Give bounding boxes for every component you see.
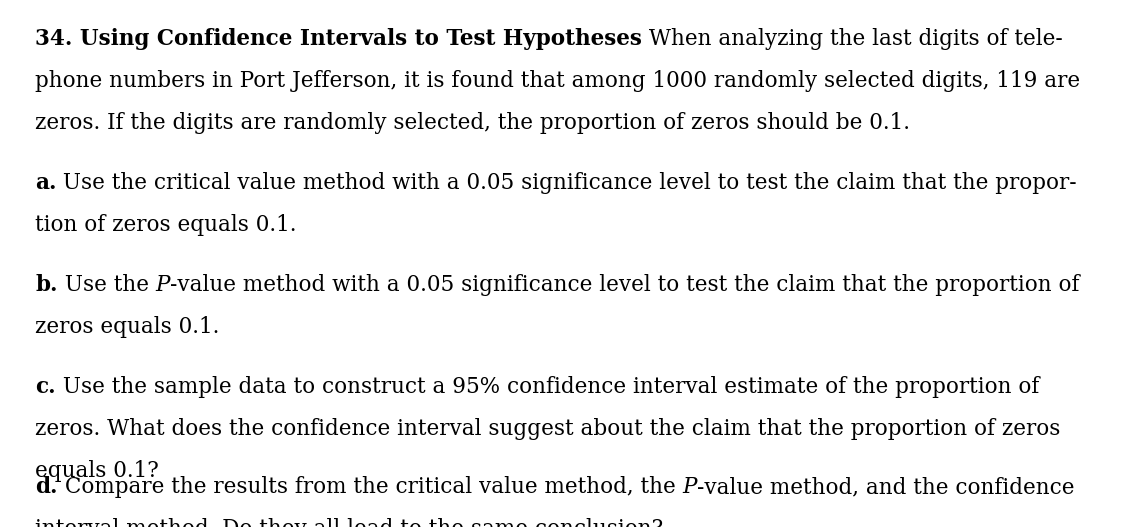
Text: Use the sample data to construct a 95% confidence interval estimate of the propo: Use the sample data to construct a 95% c… [55, 376, 1039, 398]
Text: d.: d. [35, 476, 58, 498]
Text: -value method, and the confidence: -value method, and the confidence [697, 476, 1074, 498]
Text: tion of zeros equals 0.1.: tion of zeros equals 0.1. [35, 214, 297, 236]
Text: 34. Using Confidence Intervals to Test Hypotheses: 34. Using Confidence Intervals to Test H… [35, 28, 642, 50]
Text: Use the critical value method with a 0.05 significance level to test the claim t: Use the critical value method with a 0.0… [56, 172, 1077, 194]
Text: phone numbers in Port Jefferson, it is found that among 1000 randomly selected d: phone numbers in Port Jefferson, it is f… [35, 70, 1081, 92]
Text: P: P [156, 274, 170, 296]
Text: P: P [682, 476, 697, 498]
Text: interval method. Do they all lead to the same conclusion?: interval method. Do they all lead to the… [35, 518, 663, 527]
Text: c.: c. [35, 376, 55, 398]
Text: Compare the results from the critical value method, the: Compare the results from the critical va… [58, 476, 682, 498]
Text: a.: a. [35, 172, 56, 194]
Text: -value method with a 0.05 significance level to test the claim that the proporti: -value method with a 0.05 significance l… [170, 274, 1079, 296]
Text: b.: b. [35, 274, 58, 296]
Text: zeros equals 0.1.: zeros equals 0.1. [35, 316, 219, 338]
Text: equals 0.1?: equals 0.1? [35, 460, 159, 482]
Text: zeros. If the digits are randomly selected, the proportion of zeros should be 0.: zeros. If the digits are randomly select… [35, 112, 910, 134]
Text: Use the: Use the [58, 274, 156, 296]
Text: When analyzing the last digits of tele-: When analyzing the last digits of tele- [642, 28, 1063, 50]
Text: zeros. What does the confidence interval suggest about the claim that the propor: zeros. What does the confidence interval… [35, 418, 1060, 440]
